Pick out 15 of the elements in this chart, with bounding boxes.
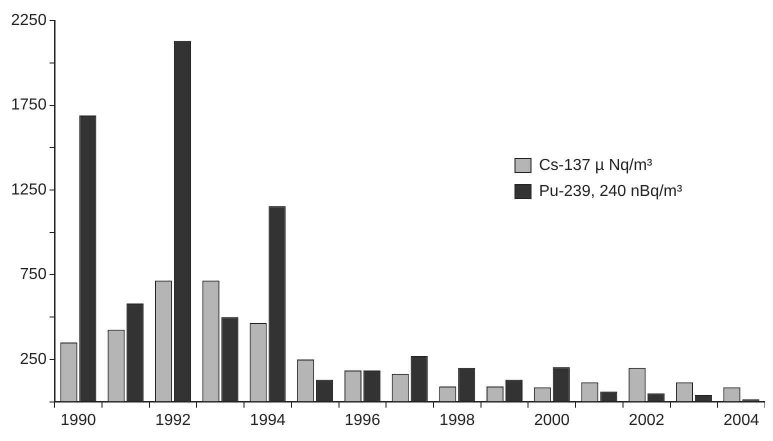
x-tick-label: 2000 (534, 412, 570, 429)
x-tick-label: 1998 (439, 412, 476, 429)
x-tick-label: 2004 (724, 412, 760, 429)
legend-label: Pu-239, 240 nBq/m³ (539, 182, 683, 200)
y-tick-label: 2250 (11, 12, 47, 30)
x-tick-label: 1994 (250, 412, 286, 429)
x-tick-label: 1996 (344, 412, 380, 429)
x-tick-label: 1992 (155, 412, 191, 429)
legend-label: Cs-137 µ Nq/m³ (539, 156, 653, 174)
x-tick-label: 2002 (628, 412, 664, 429)
x-tick-label: 1990 (60, 412, 96, 429)
y-tick-label: 1750 (11, 96, 47, 114)
y-tick-label: 1250 (11, 181, 47, 198)
y-tick-label: 250 (20, 350, 47, 368)
y-tick-label: 750 (20, 266, 47, 284)
